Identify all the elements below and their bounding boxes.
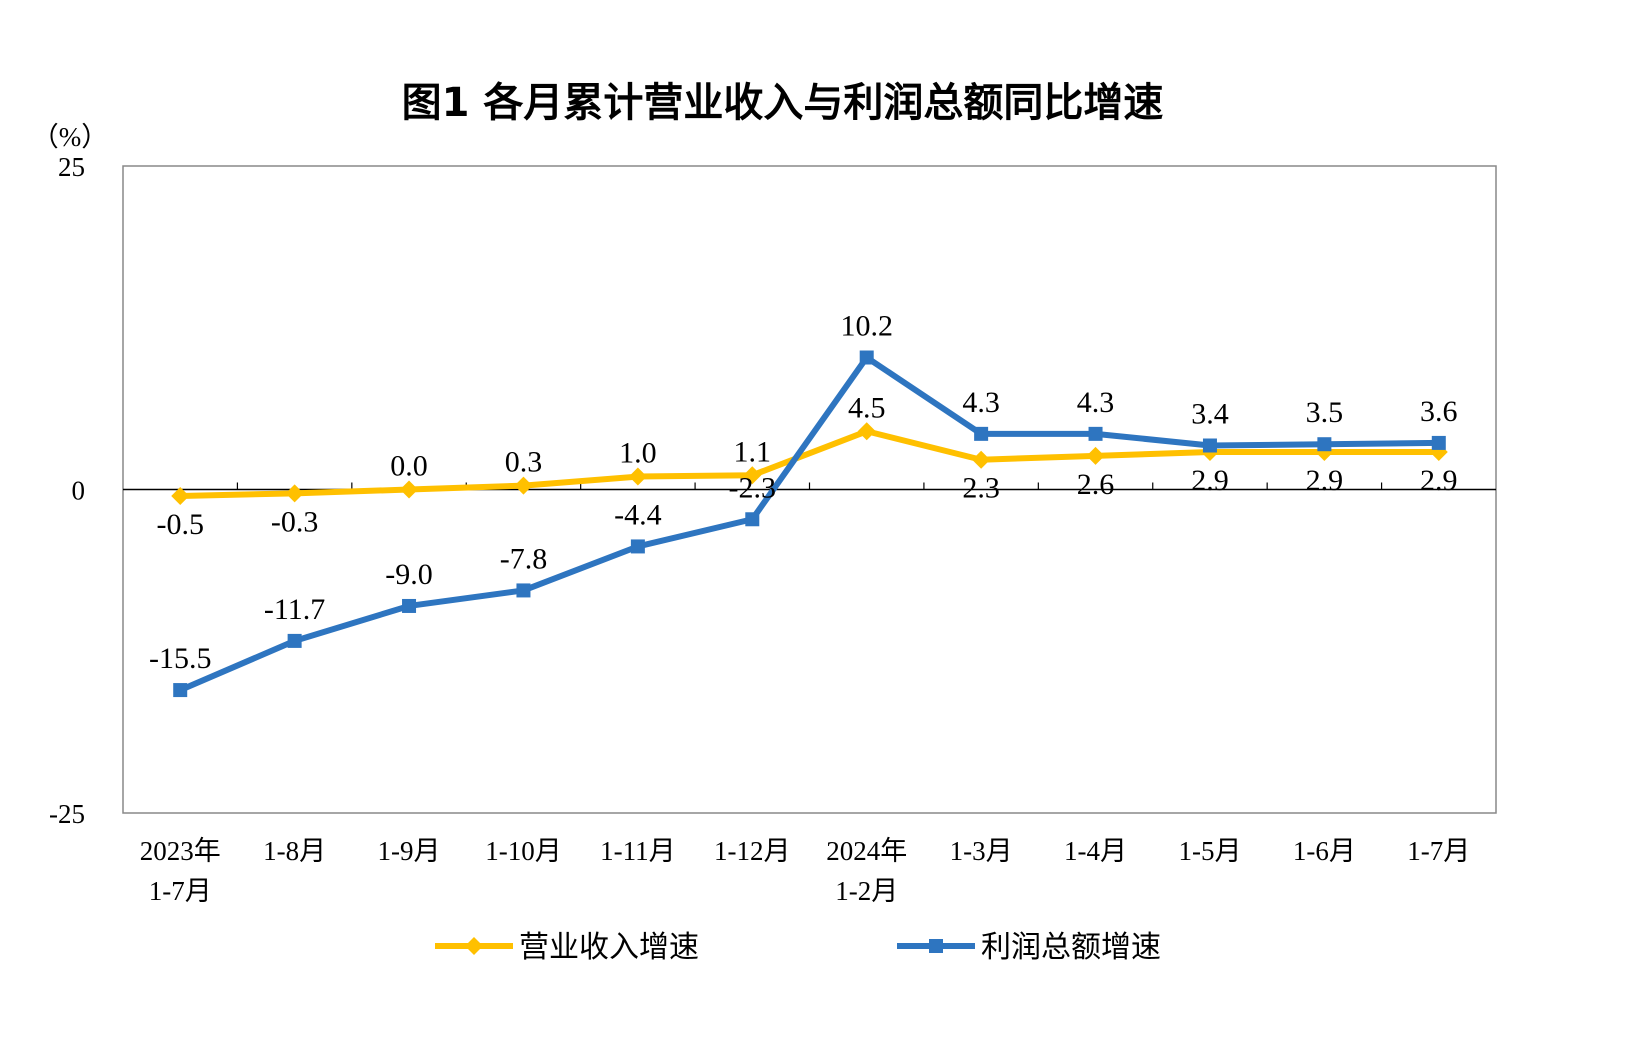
data-label: -2.3 (729, 471, 777, 504)
x-tick-label: 1-6月 (1293, 836, 1356, 866)
data-point-diamond (972, 450, 991, 469)
legend-label: 利润总额增速 (981, 930, 1161, 965)
data-point-square (287, 633, 302, 648)
data-label: -15.5 (149, 642, 212, 675)
x-tick-label: 1-7月 (149, 876, 212, 906)
y-tick-label: 25 (58, 152, 85, 182)
data-label: -0.3 (271, 505, 319, 538)
data-point-square (1317, 437, 1332, 452)
data-label: -0.5 (156, 508, 204, 541)
data-point-diamond (171, 486, 190, 505)
legend-marker-diamond (465, 937, 483, 955)
data-label: 2.9 (1191, 464, 1229, 497)
data-point-diamond (400, 480, 419, 499)
data-label: 2.9 (1420, 464, 1458, 497)
data-point-diamond (514, 476, 533, 495)
x-tick-label: 1-4月 (1064, 836, 1127, 866)
data-label: -7.8 (500, 542, 548, 575)
data-label: -9.0 (385, 558, 433, 591)
data-label: 2.9 (1306, 464, 1344, 497)
data-point-square (173, 683, 188, 698)
data-point-square (402, 598, 417, 613)
x-tick-label: 1-5月 (1178, 836, 1241, 866)
x-tick-label: 1-12月 (714, 836, 791, 866)
y-axis-unit: （%） (32, 122, 109, 152)
data-point-square (745, 512, 760, 527)
data-point-diamond (1086, 446, 1105, 465)
data-point-diamond (285, 484, 304, 503)
data-label: -11.7 (264, 593, 325, 626)
data-point-diamond (743, 466, 762, 485)
data-label: 0.3 (505, 446, 543, 479)
data-point-square (974, 426, 989, 441)
x-tick-label: 1-3月 (950, 836, 1013, 866)
data-label: 4.3 (962, 386, 1000, 419)
data-point-square (859, 350, 874, 365)
series-line-1 (179, 354, 1439, 693)
x-tick-label: 2024年 (826, 836, 907, 866)
x-tick-label: 1-8月 (263, 836, 326, 866)
data-label: 1.0 (619, 437, 657, 470)
y-tick-label: 0 (72, 476, 86, 506)
x-tick-label: 2023年 (140, 836, 221, 866)
legend-marker-square (929, 939, 943, 953)
data-label: 2.6 (1077, 468, 1115, 501)
chart-title: 图1 各月累计营业收入与利润总额同比增速 (401, 80, 1164, 126)
x-tick-label: 1-11月 (600, 836, 676, 866)
x-tick-label: 1-2月 (835, 876, 898, 906)
data-point-square (516, 583, 531, 598)
data-label: 10.2 (840, 310, 893, 343)
data-label: 1.1 (734, 435, 772, 468)
data-label: 3.5 (1306, 396, 1344, 429)
data-label: 3.4 (1191, 398, 1229, 431)
data-point-square (1202, 438, 1217, 453)
data-label: 4.3 (1077, 386, 1115, 419)
data-label: 4.5 (848, 391, 886, 424)
data-point-diamond (628, 467, 647, 486)
x-tick-label: 1-10月 (485, 836, 562, 866)
y-tick-label: -25 (49, 799, 85, 829)
legend-label: 营业收入增速 (519, 930, 699, 965)
data-point-square (1431, 435, 1446, 450)
x-tick-label: 1-9月 (378, 836, 441, 866)
data-label: 0.0 (390, 450, 428, 483)
data-point-diamond (857, 422, 876, 441)
data-point-square (630, 539, 645, 554)
data-label: -4.4 (614, 498, 662, 531)
series-line-0 (180, 428, 1439, 499)
data-point-square (1088, 426, 1103, 441)
data-label: 3.6 (1420, 395, 1458, 428)
data-label: 2.3 (962, 472, 1000, 505)
x-tick-label: 1-7月 (1407, 836, 1470, 866)
